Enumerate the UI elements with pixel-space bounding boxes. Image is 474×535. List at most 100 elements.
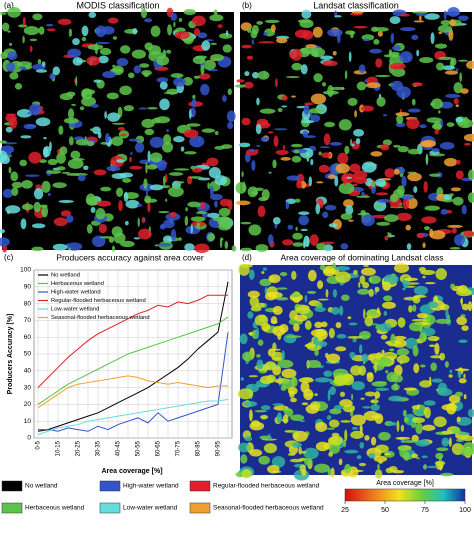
map-patch bbox=[467, 408, 474, 418]
map-patch bbox=[438, 56, 454, 60]
map-patch bbox=[463, 373, 466, 379]
map-patch bbox=[351, 381, 365, 391]
map-patch bbox=[0, 237, 10, 247]
map-patch bbox=[337, 152, 349, 165]
map-patch bbox=[306, 290, 317, 294]
map-patch bbox=[314, 377, 331, 383]
map-patch bbox=[455, 116, 464, 123]
map-patch bbox=[455, 68, 459, 72]
map-patch bbox=[383, 54, 400, 58]
map-patch bbox=[286, 175, 301, 181]
map-patch bbox=[376, 96, 386, 107]
map-patch bbox=[66, 215, 74, 223]
map-patch bbox=[240, 247, 253, 252]
map-patch bbox=[403, 387, 417, 391]
map-patch bbox=[225, 30, 229, 37]
map-patch bbox=[107, 17, 119, 24]
map-patch bbox=[260, 136, 270, 143]
map-patch bbox=[11, 186, 19, 196]
map-patch bbox=[294, 198, 301, 203]
map-patch bbox=[249, 421, 265, 431]
map-patch bbox=[347, 335, 363, 339]
map-patch bbox=[344, 70, 348, 80]
map-patch bbox=[264, 19, 280, 24]
map-patch bbox=[196, 222, 200, 228]
map-patch bbox=[450, 57, 457, 66]
map-patch bbox=[373, 38, 380, 45]
map-patch bbox=[155, 116, 171, 124]
map-patch bbox=[435, 318, 451, 324]
line bbox=[37, 281, 229, 432]
map-patch bbox=[456, 288, 473, 297]
map-patch bbox=[93, 79, 102, 83]
map-patch bbox=[133, 65, 142, 74]
map-patch bbox=[392, 374, 403, 383]
map-patch bbox=[254, 314, 269, 326]
map-patch bbox=[343, 439, 347, 448]
map-patch bbox=[29, 45, 33, 53]
map-patch bbox=[122, 177, 132, 183]
map-patch bbox=[384, 214, 399, 223]
map-patch bbox=[394, 364, 403, 377]
map-patch bbox=[268, 433, 271, 441]
panel-label: (b) bbox=[242, 1, 252, 10]
map-patch bbox=[239, 333, 248, 345]
map-patch bbox=[344, 145, 350, 155]
map-patch bbox=[448, 437, 452, 448]
map-patch bbox=[290, 143, 303, 148]
map-patch bbox=[41, 180, 51, 193]
legend-label: Regular-flooded herbaceous wetland bbox=[51, 298, 146, 304]
map-patch bbox=[321, 82, 327, 87]
map-patch bbox=[334, 175, 339, 187]
map-patch bbox=[383, 310, 388, 316]
map-patch bbox=[281, 368, 297, 379]
map-patch bbox=[275, 296, 289, 301]
map-patch bbox=[387, 421, 397, 426]
map-patch bbox=[287, 453, 296, 456]
map-patch bbox=[247, 311, 254, 319]
map-patch bbox=[438, 31, 443, 35]
map-patch bbox=[309, 47, 326, 58]
map-patch bbox=[8, 166, 12, 174]
map-patch bbox=[374, 391, 381, 399]
map-patch bbox=[255, 149, 259, 152]
map-patch bbox=[378, 357, 392, 367]
map-patch bbox=[358, 281, 361, 288]
map-patch bbox=[449, 247, 461, 250]
map-patch bbox=[444, 157, 458, 167]
map-patch bbox=[353, 269, 358, 275]
map-patch bbox=[419, 332, 428, 343]
map-patch bbox=[22, 16, 26, 26]
map-patch bbox=[251, 24, 259, 35]
map-patch bbox=[118, 200, 123, 212]
map-patch bbox=[399, 27, 416, 32]
map-patch bbox=[127, 72, 135, 79]
map-patch bbox=[361, 191, 365, 197]
map-patch bbox=[385, 467, 394, 474]
map-patch bbox=[96, 200, 112, 207]
map-patch bbox=[339, 391, 346, 397]
map-patch bbox=[166, 129, 169, 133]
map-patch bbox=[362, 281, 370, 289]
map-patch bbox=[173, 21, 176, 28]
map-patch bbox=[447, 6, 460, 18]
map-patch bbox=[272, 305, 283, 315]
map-patch bbox=[87, 44, 104, 51]
map-patch bbox=[374, 413, 384, 425]
map-patch bbox=[259, 108, 276, 114]
map-patch bbox=[72, 158, 85, 161]
map-patch bbox=[396, 420, 400, 433]
map-patch bbox=[314, 321, 323, 329]
map-patch bbox=[68, 28, 73, 37]
map-patch bbox=[317, 341, 328, 347]
map-patch bbox=[411, 98, 416, 106]
map-patch bbox=[430, 362, 437, 372]
map-patch bbox=[396, 114, 404, 124]
map-patch bbox=[49, 73, 56, 80]
map-patch bbox=[412, 417, 426, 424]
map-patch bbox=[375, 178, 386, 187]
map-patch bbox=[368, 288, 374, 297]
map-patch bbox=[391, 469, 405, 474]
map-patch bbox=[344, 449, 359, 454]
legend-swatch bbox=[1, 480, 23, 492]
